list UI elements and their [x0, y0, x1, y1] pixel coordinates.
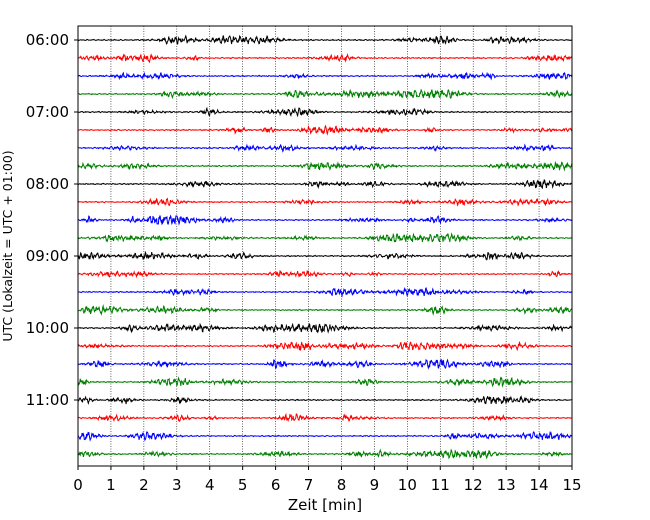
trace-1030 [77, 358, 573, 370]
y-tick-label: 11:00 [26, 391, 69, 409]
x-tick-label: 1 [106, 476, 116, 494]
trace-0830 [77, 214, 573, 226]
seismogram-traces [77, 34, 573, 460]
x-tick-label: 6 [271, 476, 281, 494]
plot-frame [77, 25, 573, 467]
trace-0900 [77, 250, 573, 261]
trace-1000 [77, 322, 573, 334]
trace-0915 [77, 269, 573, 279]
trace-0700 [77, 106, 573, 118]
x-tick-label: 12 [464, 476, 483, 494]
x-tick-label: 5 [238, 476, 248, 494]
x-tick-label: 15 [562, 476, 581, 494]
x-axis: 0 1 2 3 4 5 6 7 8 9 10 11 12 13 14 15 [73, 466, 582, 494]
trace-1115 [77, 412, 573, 423]
trace-0600 [77, 34, 573, 45]
trace-0845 [77, 232, 573, 243]
x-tick-label: 9 [370, 476, 380, 494]
trace-0715 [77, 124, 573, 136]
x-tick-label: 3 [172, 476, 182, 494]
y-tick-label: 10:00 [26, 319, 69, 337]
trace-0615 [77, 52, 573, 64]
trace-0630 [77, 71, 573, 81]
trace-0745 [77, 160, 573, 172]
trace-1045 [77, 376, 573, 388]
x-tick-label: 14 [530, 476, 549, 494]
trace-1100 [77, 394, 573, 405]
y-tick-label: 06:00 [26, 31, 69, 49]
trace-0815 [77, 197, 573, 207]
x-tick-label: 13 [497, 476, 516, 494]
x-tick-label: 7 [304, 476, 314, 494]
y-axis: 06:00 07:00 08:00 09:00 10:00 11:00 [26, 31, 78, 409]
x-grid [110, 26, 540, 466]
x-tick-label: 11 [431, 476, 450, 494]
trace-0945 [77, 304, 573, 316]
y-tick-label: 07:00 [26, 103, 69, 121]
trace-1145 [77, 448, 573, 460]
trace-0645 [77, 88, 573, 100]
x-tick-label: 4 [205, 476, 215, 494]
trace-0800 [77, 179, 573, 190]
trace-1130 [77, 430, 573, 442]
x-tick-label: 2 [139, 476, 149, 494]
y-axis-label: UTC (Lokalzeit = UTC + 01:00) [0, 150, 15, 341]
y-tick-label: 09:00 [26, 247, 69, 265]
trace-1015 [77, 340, 573, 352]
trace-0730 [77, 143, 573, 153]
x-tick-label: 8 [337, 476, 347, 494]
x-tick-label: 10 [398, 476, 417, 494]
x-axis-label: Zeit [min] [288, 496, 362, 514]
x-tick-label: 0 [73, 476, 83, 494]
trace-0930 [77, 286, 573, 298]
y-tick-label: 08:00 [26, 175, 69, 193]
